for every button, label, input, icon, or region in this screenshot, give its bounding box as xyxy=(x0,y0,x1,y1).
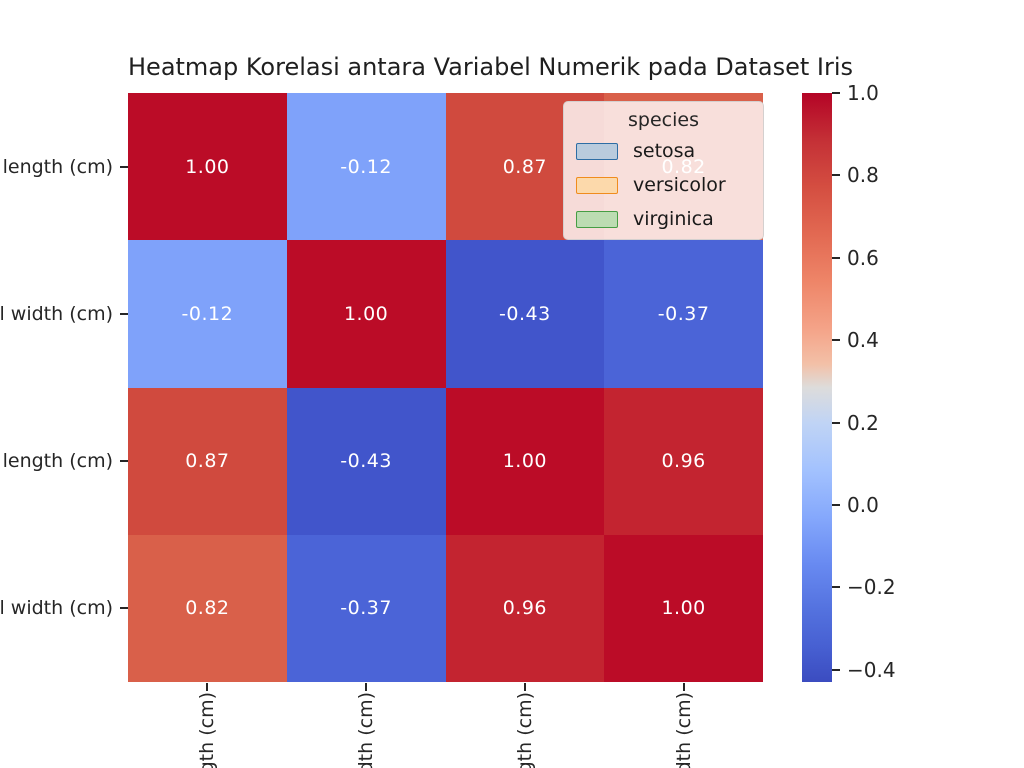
colorbar-tick-label: 1.0 xyxy=(847,81,879,105)
colorbar-tick-mark xyxy=(832,339,840,342)
heatmap-cell: 1.00 xyxy=(286,240,446,388)
legend-label: setosa xyxy=(633,140,696,162)
y-tick-mark xyxy=(120,607,128,610)
colorbar-tick-mark xyxy=(832,503,840,506)
heatmap-cell: 1.00 xyxy=(604,534,763,682)
y-tick-label: sepal length (cm) xyxy=(0,155,113,178)
colorbar xyxy=(802,93,832,682)
legend-swatch-versicolor xyxy=(576,176,618,194)
cell-annotation: 1.00 xyxy=(185,155,230,178)
cell-annotation: 0.96 xyxy=(502,597,548,620)
heatmap-cell: -0.43 xyxy=(445,240,605,388)
x-tick-label: sepal width (cm) xyxy=(355,692,378,768)
heatmap-cell: 0.96 xyxy=(604,387,763,535)
colorbar-tick-label: 0.2 xyxy=(847,410,879,435)
colorbar-tick-label: 0.4 xyxy=(847,328,879,353)
x-tick-mark xyxy=(523,683,526,691)
cell-annotation: -0.12 xyxy=(181,302,234,325)
heatmap-cell: 1.00 xyxy=(445,387,605,535)
legend: species setosa versicolor virginica xyxy=(563,101,764,240)
cell-annotation: 0.82 xyxy=(185,597,230,620)
cell-annotation: -0.43 xyxy=(340,450,392,473)
x-tick-label: petal length (cm) xyxy=(514,692,537,768)
cell-annotation: 0.87 xyxy=(502,155,548,178)
y-tick-label: sepal width (cm) xyxy=(0,302,113,325)
legend-label: versicolor xyxy=(633,174,726,196)
legend-swatch-virginica xyxy=(576,210,618,228)
heatmap-cell: 0.96 xyxy=(445,534,605,682)
legend-title: species xyxy=(628,109,699,131)
colorbar-tick-mark xyxy=(832,586,840,589)
cell-annotation: 1.00 xyxy=(343,302,389,325)
heatmap: 1.00 -0.12 0.87 0.82 -0.12 1.00 -0.43 -0.37 0.87… xyxy=(128,93,763,682)
legend-entries: setosa versicolor virginica xyxy=(564,134,763,236)
x-tick-mark xyxy=(206,683,209,691)
cell-annotation: -0.43 xyxy=(499,302,551,325)
cell-annotation: 0.87 xyxy=(185,450,230,473)
cell-annotation: -0.37 xyxy=(340,597,392,620)
legend-entry: versicolor xyxy=(564,168,763,202)
heatmap-cell: 1.00 xyxy=(128,93,287,241)
cell-annotation: -0.37 xyxy=(657,302,710,325)
y-tick-label: petal width (cm) xyxy=(0,597,113,620)
legend-entry: virginica xyxy=(564,202,763,236)
heatmap-cell: -0.37 xyxy=(604,240,763,388)
colorbar-tick-mark xyxy=(832,92,840,94)
cell-annotation: 1.00 xyxy=(502,450,548,473)
colorbar-tick-mark xyxy=(832,256,840,259)
cell-annotation: -0.12 xyxy=(340,155,392,178)
colorbar-tick-mark xyxy=(832,421,840,424)
colorbar-tick-label: 0.6 xyxy=(847,245,879,270)
legend-entry: setosa xyxy=(564,134,763,168)
colorbar-tick-label: −0.2 xyxy=(847,575,896,600)
legend-swatch-setosa xyxy=(576,142,618,160)
x-tick-mark xyxy=(682,683,685,691)
heatmap-cell: 0.82 xyxy=(128,534,287,682)
chart-title: Heatmap Korelasi antara Variabel Numerik… xyxy=(128,53,854,81)
colorbar-tick-label: 0.8 xyxy=(847,163,879,188)
cell-annotation: 1.00 xyxy=(661,597,706,620)
heatmap-cell: -0.43 xyxy=(286,387,446,535)
x-tick-label: petal width (cm) xyxy=(673,692,696,768)
heatmap-cell: -0.12 xyxy=(128,240,287,388)
y-tick-mark xyxy=(120,460,128,463)
y-tick-mark xyxy=(120,312,128,315)
heatmap-cell: -0.12 xyxy=(286,93,446,241)
cell-annotation: 0.96 xyxy=(661,450,706,473)
colorbar-tick-label: −0.4 xyxy=(847,657,896,682)
x-tick-label: sepal length (cm) xyxy=(196,692,219,768)
colorbar-tick-mark xyxy=(832,174,840,177)
heatmap-cell: 0.87 xyxy=(128,387,287,535)
y-tick-mark xyxy=(120,165,128,168)
legend-label: virginica xyxy=(633,208,714,230)
colorbar-tick-label: 0.0 xyxy=(847,492,879,517)
y-tick-label: petal length (cm) xyxy=(0,450,113,473)
heatmap-cell: -0.37 xyxy=(286,534,446,682)
x-tick-mark xyxy=(365,683,368,691)
colorbar-tick-mark xyxy=(832,668,840,671)
